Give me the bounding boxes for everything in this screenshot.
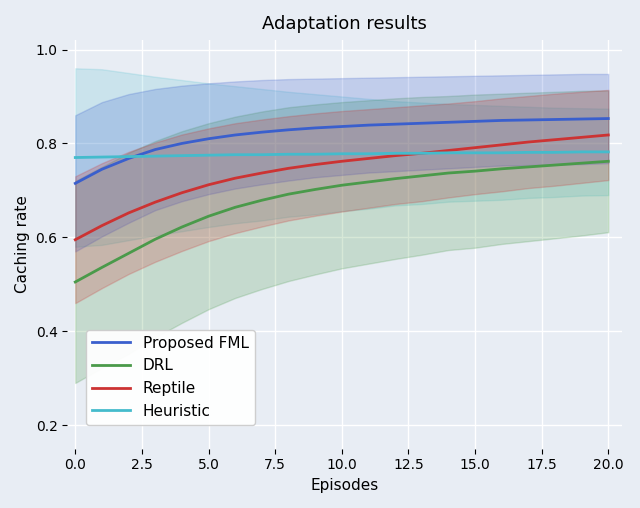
DRL — [498, 166, 506, 172]
DRL — [578, 160, 586, 166]
Reptile — [285, 165, 292, 171]
Reptile — [258, 170, 266, 176]
DRL — [152, 236, 159, 242]
DRL — [471, 168, 479, 174]
Heuristic — [125, 153, 132, 160]
Proposed FML — [578, 116, 586, 122]
Heuristic — [578, 149, 586, 155]
Line: DRL: DRL — [76, 161, 608, 282]
Proposed FML — [365, 122, 372, 128]
Heuristic — [525, 149, 532, 155]
DRL — [445, 170, 452, 176]
Heuristic — [445, 150, 452, 156]
DRL — [125, 250, 132, 257]
Reptile — [98, 223, 106, 229]
Heuristic — [231, 152, 239, 158]
Heuristic — [365, 151, 372, 157]
DRL — [178, 224, 186, 230]
Heuristic — [285, 151, 292, 157]
DRL — [525, 164, 532, 170]
Proposed FML — [551, 116, 559, 122]
Reptile — [578, 134, 586, 140]
Reptile — [418, 150, 426, 156]
DRL — [391, 176, 399, 182]
Proposed FML — [125, 155, 132, 162]
Proposed FML — [258, 129, 266, 135]
DRL — [285, 191, 292, 197]
DRL — [365, 179, 372, 185]
Proposed FML — [525, 117, 532, 123]
Proposed FML — [311, 125, 319, 131]
Proposed FML — [285, 127, 292, 133]
DRL — [98, 264, 106, 270]
Reptile — [391, 152, 399, 158]
Reptile — [311, 162, 319, 168]
Proposed FML — [604, 115, 612, 121]
Legend: Proposed FML, DRL, Reptile, Heuristic: Proposed FML, DRL, Reptile, Heuristic — [86, 330, 255, 425]
Reptile — [365, 155, 372, 162]
Proposed FML — [98, 166, 106, 172]
Proposed FML — [231, 132, 239, 138]
Heuristic — [418, 150, 426, 156]
X-axis label: Episodes: Episodes — [310, 478, 379, 493]
Heuristic — [471, 150, 479, 156]
DRL — [72, 279, 79, 285]
Reptile — [471, 145, 479, 151]
DRL — [418, 173, 426, 179]
Reptile — [205, 182, 212, 188]
DRL — [258, 197, 266, 203]
Heuristic — [551, 149, 559, 155]
Heuristic — [98, 154, 106, 160]
Reptile — [178, 189, 186, 196]
Heuristic — [258, 152, 266, 158]
Heuristic — [604, 149, 612, 155]
DRL — [231, 204, 239, 210]
Heuristic — [311, 151, 319, 157]
Heuristic — [205, 152, 212, 158]
Reptile — [125, 210, 132, 216]
Reptile — [551, 137, 559, 143]
Proposed FML — [445, 119, 452, 125]
Line: Reptile: Reptile — [76, 135, 608, 240]
Reptile — [152, 199, 159, 205]
Reptile — [498, 142, 506, 148]
DRL — [311, 186, 319, 193]
Heuristic — [72, 154, 79, 161]
DRL — [338, 182, 346, 188]
Heuristic — [338, 151, 346, 157]
Y-axis label: Caching rate: Caching rate — [15, 196, 30, 293]
Proposed FML — [72, 180, 79, 186]
Reptile — [338, 158, 346, 164]
Proposed FML — [338, 123, 346, 130]
DRL — [551, 162, 559, 168]
Reptile — [604, 132, 612, 138]
Heuristic — [178, 152, 186, 158]
Heuristic — [391, 150, 399, 156]
Line: Proposed FML: Proposed FML — [76, 118, 608, 183]
Proposed FML — [205, 136, 212, 142]
DRL — [604, 158, 612, 164]
Reptile — [525, 139, 532, 145]
Proposed FML — [498, 117, 506, 123]
Reptile — [72, 237, 79, 243]
Reptile — [445, 147, 452, 153]
Heuristic — [152, 153, 159, 159]
Proposed FML — [178, 140, 186, 146]
Proposed FML — [391, 121, 399, 127]
Proposed FML — [152, 146, 159, 152]
Proposed FML — [471, 118, 479, 124]
Reptile — [231, 175, 239, 181]
Heuristic — [498, 150, 506, 156]
Line: Heuristic: Heuristic — [76, 152, 608, 157]
DRL — [205, 213, 212, 219]
Title: Adaptation results: Adaptation results — [262, 15, 427, 33]
Proposed FML — [418, 120, 426, 126]
